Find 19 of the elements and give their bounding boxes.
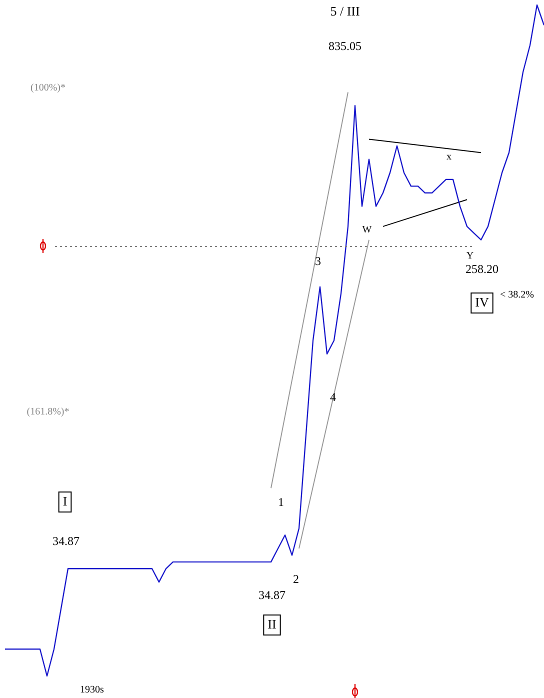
- annotation: IV: [475, 294, 490, 310]
- annotation: I: [62, 493, 68, 508]
- annotation: < 38.2%: [500, 290, 534, 301]
- annotation: II: [268, 616, 276, 632]
- annotation: 4: [330, 390, 336, 404]
- annotation: 1: [278, 495, 284, 510]
- annotation: (161.8%)*: [26, 406, 70, 418]
- annotation: (100%)*: [30, 82, 66, 94]
- annotation: Y: [466, 250, 474, 262]
- annotation: 34.87: [258, 588, 286, 602]
- annotation: W: [362, 224, 372, 236]
- text: 1930s: [80, 684, 104, 696]
- annotation: x: [446, 152, 452, 163]
- annotation: 34.87: [52, 534, 80, 548]
- annotation: 258.20: [466, 262, 498, 276]
- annotation: 2: [293, 572, 299, 586]
- annotation: 3: [315, 254, 321, 268]
- annotation: 5 / III: [330, 3, 360, 18]
- annotation: 835.05: [328, 39, 362, 54]
